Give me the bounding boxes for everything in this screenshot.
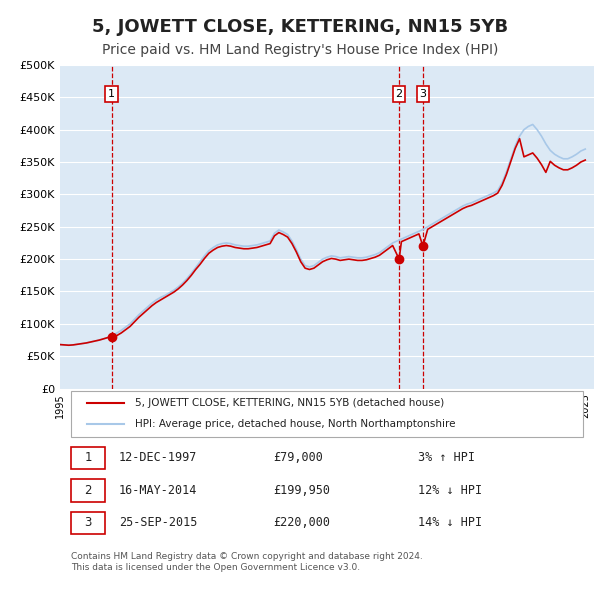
FancyBboxPatch shape	[71, 391, 583, 437]
Text: 16-MAY-2014: 16-MAY-2014	[119, 484, 197, 497]
Text: 12-DEC-1997: 12-DEC-1997	[119, 451, 197, 464]
Text: Price paid vs. HM Land Registry's House Price Index (HPI): Price paid vs. HM Land Registry's House …	[102, 43, 498, 57]
Text: 1: 1	[84, 451, 92, 464]
Text: 5, JOWETT CLOSE, KETTERING, NN15 5YB: 5, JOWETT CLOSE, KETTERING, NN15 5YB	[92, 18, 508, 35]
Text: 3% ↑ HPI: 3% ↑ HPI	[418, 451, 475, 464]
Text: £220,000: £220,000	[274, 516, 331, 529]
Text: 14% ↓ HPI: 14% ↓ HPI	[418, 516, 482, 529]
Text: 12% ↓ HPI: 12% ↓ HPI	[418, 484, 482, 497]
Text: £199,950: £199,950	[274, 484, 331, 497]
Text: £79,000: £79,000	[274, 451, 323, 464]
Text: 25-SEP-2015: 25-SEP-2015	[119, 516, 197, 529]
Text: 3: 3	[85, 516, 92, 529]
FancyBboxPatch shape	[71, 512, 106, 534]
Text: 1: 1	[108, 89, 115, 99]
Text: Contains HM Land Registry data © Crown copyright and database right 2024.
This d: Contains HM Land Registry data © Crown c…	[71, 552, 422, 572]
Text: 3: 3	[419, 89, 427, 99]
Text: 5, JOWETT CLOSE, KETTERING, NN15 5YB (detached house): 5, JOWETT CLOSE, KETTERING, NN15 5YB (de…	[135, 398, 444, 408]
FancyBboxPatch shape	[71, 447, 106, 469]
Text: 2: 2	[84, 484, 92, 497]
FancyBboxPatch shape	[71, 479, 106, 502]
Text: 2: 2	[395, 89, 403, 99]
Text: HPI: Average price, detached house, North Northamptonshire: HPI: Average price, detached house, Nort…	[135, 419, 455, 429]
